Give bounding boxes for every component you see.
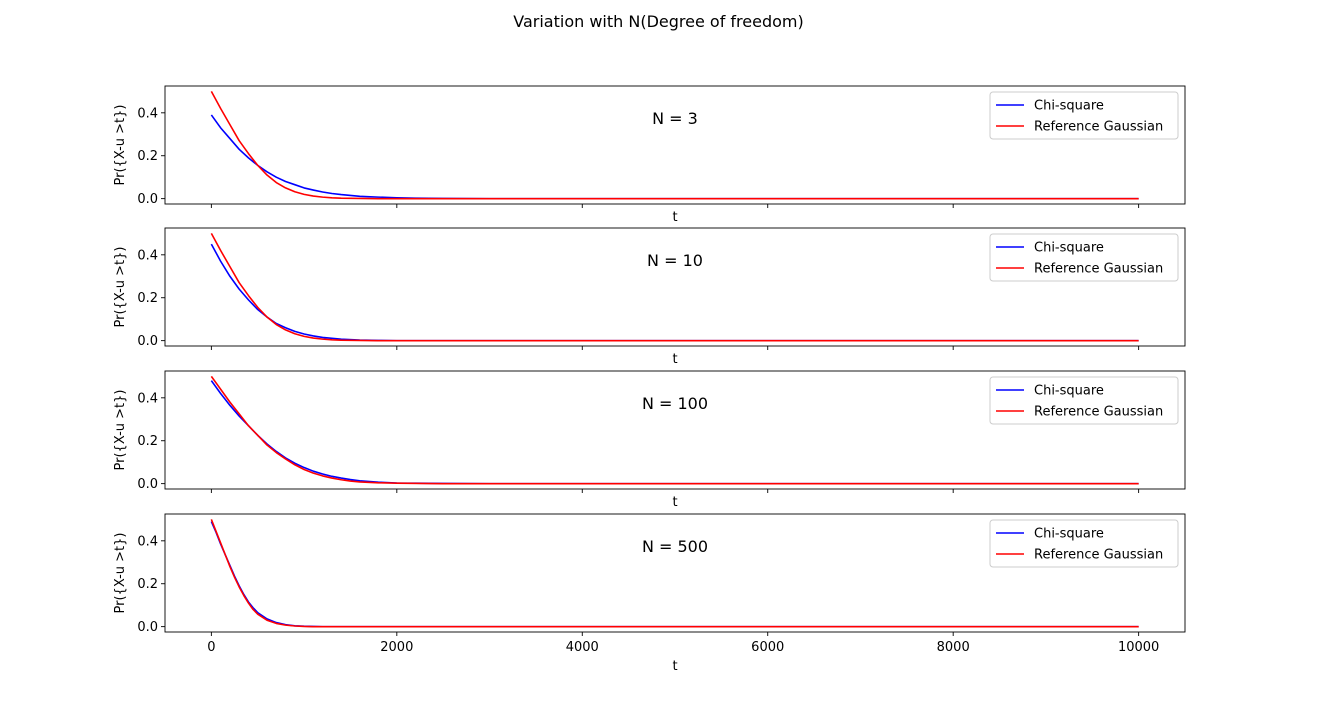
y-axis-label: Pr({X-u >t}) <box>113 105 128 186</box>
subplot-grid: 0.0 0.2 0.4 t Pr({X-u >t}) N = 3 Chi-square Ref… <box>113 85 1186 674</box>
x-axis-label: t <box>672 659 677 674</box>
series-group <box>210 519 1139 628</box>
figure-title: Variation with N(Degree of freedom) <box>513 12 803 31</box>
x-tick-label: 6000 <box>751 640 784 655</box>
subplot-panel: 0.0 0.2 0.4 t Pr({X-u >t}) N = 3 Chi-square Ref… <box>113 85 1186 225</box>
x-axis-label: t <box>672 495 677 510</box>
y-tick-label: 0.2 <box>137 149 158 164</box>
y-tick-label: 0.0 <box>137 192 158 207</box>
series-group <box>210 375 1139 485</box>
y-axis-label: Pr({X-u >t}) <box>113 390 128 471</box>
axes-frame <box>164 227 1186 347</box>
legend-box <box>989 91 1179 140</box>
x-tick-label: 0 <box>207 640 215 655</box>
series-line-reference-gaussian <box>210 375 1139 485</box>
y-tick-label: 0.4 <box>137 248 158 263</box>
legend: Chi-square Reference Gaussian <box>989 376 1179 425</box>
series-line-reference-gaussian <box>210 232 1139 342</box>
y-tick-label: 0.4 <box>137 391 158 406</box>
legend-label-reference-gaussian: Reference Gaussian <box>1034 548 1163 563</box>
legend-label-reference-gaussian: Reference Gaussian <box>1034 405 1163 420</box>
y-tick-label: 0.2 <box>137 577 158 592</box>
y-tick-label: 0.4 <box>137 534 158 549</box>
x-axis-label: t <box>672 210 677 225</box>
axes-frame <box>164 513 1186 633</box>
y-axis-label: Pr({X-u >t}) <box>113 533 128 614</box>
series-line-reference-gaussian <box>210 90 1139 200</box>
y-tick-label: 0.0 <box>137 477 158 492</box>
y-tick-label: 0.2 <box>137 434 158 449</box>
legend: Chi-square Reference Gaussian <box>989 233 1179 282</box>
n-annotation: N = 100 <box>642 394 708 413</box>
legend: Chi-square Reference Gaussian <box>989 91 1179 140</box>
legend: Chi-square Reference Gaussian <box>989 519 1179 568</box>
y-tick-label: 0.2 <box>137 291 158 306</box>
x-tick-label: 8000 <box>937 640 970 655</box>
legend-label-reference-gaussian: Reference Gaussian <box>1034 120 1163 135</box>
axes-frame <box>164 370 1186 490</box>
x-tick-label: 10000 <box>1118 640 1159 655</box>
series-line-reference-gaussian <box>210 519 1139 628</box>
n-annotation: N = 500 <box>642 537 708 556</box>
legend-label-chi-square: Chi-square <box>1034 241 1104 256</box>
legend-label-chi-square: Chi-square <box>1034 99 1104 114</box>
legend-box <box>989 376 1179 425</box>
x-tick-label: 4000 <box>566 640 599 655</box>
series-group <box>210 232 1139 342</box>
x-axis-label: t <box>672 352 677 367</box>
y-axis-label: Pr({X-u >t}) <box>113 247 128 328</box>
x-tick-label: 2000 <box>380 640 413 655</box>
legend-label-chi-square: Chi-square <box>1034 527 1104 542</box>
axes-frame <box>164 85 1186 205</box>
subplot-panel: 0.0 0.2 0.4 0 2000 4000 6000 8000 10000 t Pr({X-u … <box>113 513 1186 674</box>
n-annotation: N = 3 <box>652 109 698 128</box>
subplot-panel: 0.0 0.2 0.4 t Pr({X-u >t}) N = 100 Chi-square R… <box>113 370 1186 510</box>
subplot-panel: 0.0 0.2 0.4 t Pr({X-u >t}) N = 10 Chi-square Re… <box>113 227 1186 367</box>
y-tick-label: 0.0 <box>137 334 158 349</box>
y-tick-label: 0.0 <box>137 620 158 635</box>
series-group <box>210 90 1139 200</box>
legend-box <box>989 233 1179 282</box>
legend-box <box>989 519 1179 568</box>
y-tick-label: 0.4 <box>137 106 158 121</box>
legend-label-reference-gaussian: Reference Gaussian <box>1034 262 1163 277</box>
legend-label-chi-square: Chi-square <box>1034 384 1104 399</box>
n-annotation: N = 10 <box>647 251 703 270</box>
